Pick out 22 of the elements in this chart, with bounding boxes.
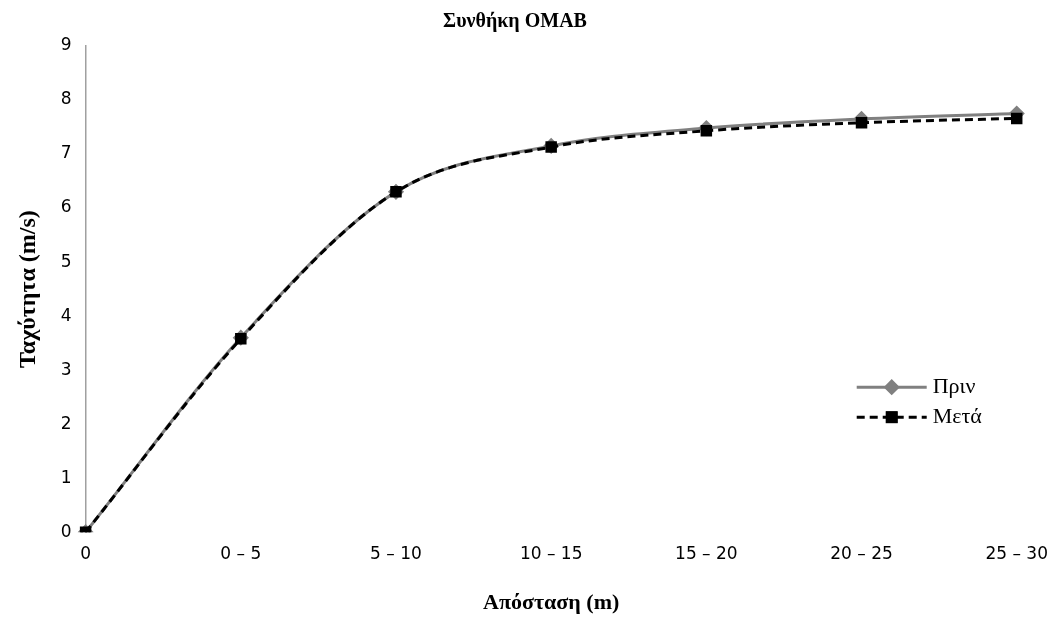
y-tick-label: 0: [60, 520, 72, 541]
x-tick-label: 20 – 25: [830, 542, 893, 563]
x-axis-title: Απόσταση (m): [483, 589, 620, 615]
x-tick-label: 25 – 30: [985, 542, 1048, 563]
chart-title: Συνθήκη ΟΜΑΒ: [443, 9, 587, 33]
y-tick-label: 5: [60, 250, 72, 271]
y-tick-label: 4: [60, 304, 72, 325]
y-tick-label: 1: [60, 466, 72, 487]
y-tick-label: 3: [60, 358, 72, 379]
y-tick-label: 6: [60, 196, 72, 217]
x-tick-label: 10 – 15: [519, 542, 583, 563]
y-tick-label: 2: [60, 412, 72, 433]
y-tick-label: 9: [60, 34, 72, 55]
y-tick-label: 8: [60, 88, 72, 109]
x-tick-label: 15 – 20: [675, 542, 738, 563]
x-tick-label: 0: [80, 542, 92, 563]
y-axis-title: Ταχύτητα (m/s): [13, 210, 40, 369]
legend-label: Πριν: [932, 372, 976, 398]
x-tick-label: 0 – 5: [220, 542, 262, 563]
legend-label: Μετά: [932, 402, 983, 428]
x-tick-label: 5 – 10: [370, 542, 422, 563]
y-tick-label: 7: [60, 142, 72, 163]
